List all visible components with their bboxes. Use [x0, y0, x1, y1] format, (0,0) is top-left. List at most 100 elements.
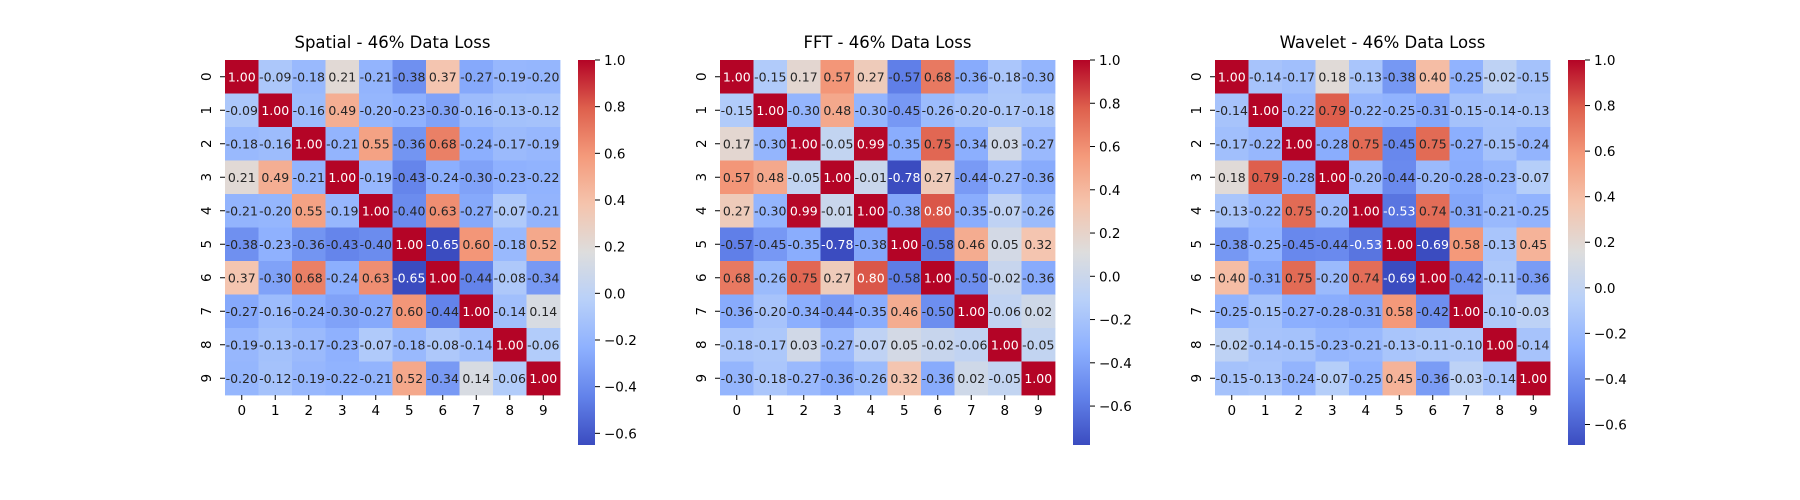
cell-value-label: -0.17 [293, 337, 325, 352]
heatmap-cell [493, 227, 527, 262]
heatmap-cell [988, 194, 1022, 228]
heatmap-cells: 1.00 -0.14 -0.17 0.18 -0.13 -0.38 0.40 -0.25 -0.… [1215, 60, 1551, 396]
heatmap-cell [787, 328, 821, 362]
heatmap-cell [325, 194, 360, 228]
cell-value-label: -0.21 [1350, 337, 1382, 352]
cell-value-label: -0.50 [955, 270, 987, 285]
heatmap-cell [225, 261, 259, 295]
heatmap-cell [954, 294, 989, 329]
cell-value-label: -0.19 [226, 337, 258, 352]
heatmap-cell [887, 93, 922, 128]
cell-value-label: 0.18 [1218, 170, 1246, 185]
heatmap-cell [1248, 194, 1283, 228]
cell-value-label: -0.38 [888, 203, 920, 218]
heatmap-cell [459, 160, 494, 195]
heatmap-cell [820, 60, 855, 94]
heatmap-cell [988, 227, 1022, 262]
heatmap-cell [787, 127, 821, 161]
cell-value-label: -0.24 [293, 304, 325, 319]
colorbar [1073, 60, 1090, 445]
heatmap-cell [225, 328, 259, 362]
cell-value-label: 0.74 [1352, 270, 1380, 285]
heatmap-cell [820, 261, 855, 295]
heatmap-cell [392, 361, 427, 396]
heatmap-cell [1516, 361, 1551, 396]
y-tick-label: 0 [199, 72, 215, 81]
heatmap-cell [753, 194, 788, 228]
heatmap-cell [292, 60, 326, 94]
cell-value-label: -0.27 [821, 337, 853, 352]
heatmap-cell [1483, 93, 1517, 128]
heatmap-cell [1382, 328, 1417, 362]
heatmap-cell [1516, 60, 1551, 94]
cell-value-label: 0.99 [857, 136, 885, 151]
colorbar-tick-label: −0.6 [604, 426, 637, 442]
spatial-heatmap-panel: Spatial - 46% Data Loss 1.00 -0.09 -0.18 0.… [199, 33, 637, 445]
cell-value-label: -0.27 [460, 69, 492, 84]
heatmap-cell [1215, 261, 1249, 295]
heatmap-cell [720, 160, 754, 195]
cell-value-label: -0.36 [293, 237, 325, 252]
heatmap-cell [526, 93, 561, 128]
cell-value-label: 0.63 [429, 203, 457, 218]
cell-value-label: 0.52 [529, 237, 557, 252]
cell-value-label: -0.13 [1517, 103, 1549, 118]
heatmap-cell [1282, 60, 1316, 94]
cell-value-label: 0.37 [228, 270, 256, 285]
x-tick-label: 4 [1361, 403, 1370, 419]
cell-value-label: 0.74 [1419, 203, 1447, 218]
cell-value-label: 1.00 [756, 103, 784, 118]
cell-value-label: -0.03 [1517, 304, 1549, 319]
colorbar-tick-label: 0.4 [1594, 190, 1615, 206]
cell-value-label: 1.00 [790, 136, 818, 151]
cell-value-label: -0.38 [393, 69, 425, 84]
heatmap-cell [292, 328, 326, 362]
heatmap-cell [459, 227, 494, 262]
heatmap-cell [820, 227, 855, 262]
cell-value-label: -0.14 [1249, 337, 1281, 352]
heatmap-cell [1382, 160, 1417, 195]
cell-value-label: -0.14 [1216, 103, 1248, 118]
heatmap-cell [921, 160, 955, 195]
heatmap-cell [426, 60, 460, 94]
x-tick-label: 7 [967, 403, 976, 419]
heatmap-cell [1516, 194, 1551, 228]
x-tick-label: 1 [766, 403, 775, 419]
cell-value-label: -0.27 [226, 304, 258, 319]
cell-value-label: -0.18 [989, 69, 1021, 84]
cell-value-label: -0.18 [393, 337, 425, 352]
cell-value-label: -0.23 [494, 170, 526, 185]
heatmap-cell [820, 93, 855, 128]
cell-value-label: -0.24 [1283, 371, 1315, 386]
y-tick-label: 7 [1189, 307, 1205, 316]
cell-value-label: -0.18 [721, 337, 753, 352]
x-tick-label: 8 [1000, 403, 1009, 419]
cell-value-label: -0.14 [1484, 371, 1516, 386]
heatmap-cells: 1.00 -0.09 -0.18 0.21 -0.21 -0.38 0.37 -0.27 -0.… [225, 60, 561, 396]
cell-value-label: -0.30 [259, 270, 291, 285]
heatmap-cell [392, 60, 427, 94]
cell-value-label: 0.21 [228, 170, 256, 185]
heatmap-cell [1449, 328, 1484, 362]
heatmap-cell [292, 194, 326, 228]
heatmap-cell [1215, 127, 1249, 161]
heatmap-cell [720, 361, 754, 396]
cell-value-label: -0.34 [955, 136, 987, 151]
cell-value-label: 0.57 [723, 170, 751, 185]
heatmap-cell [753, 93, 788, 128]
cell-value-label: -0.15 [1283, 337, 1315, 352]
chart-title: Wavelet - 46% Data Loss [1280, 33, 1486, 52]
cell-value-label: -0.15 [1216, 371, 1248, 386]
cell-value-label: -0.20 [527, 69, 559, 84]
colorbar-tick-label: 0.0 [1099, 269, 1120, 285]
cell-value-label: -0.18 [494, 237, 526, 252]
colorbar-tick-label: 1.0 [1099, 53, 1120, 69]
cell-value-label: -0.06 [494, 371, 526, 386]
cell-value-label: 0.18 [1318, 69, 1346, 84]
x-tick-label: 4 [866, 403, 875, 419]
heatmap-cell [258, 60, 293, 94]
cell-value-label: 0.57 [823, 69, 851, 84]
heatmap-cell [1349, 227, 1383, 262]
heatmap-cell [1449, 160, 1484, 195]
fft-heatmap-panel: FFT - 46% Data Loss 1.00 -0.15 0.17 0.57 0.2… [694, 33, 1132, 445]
